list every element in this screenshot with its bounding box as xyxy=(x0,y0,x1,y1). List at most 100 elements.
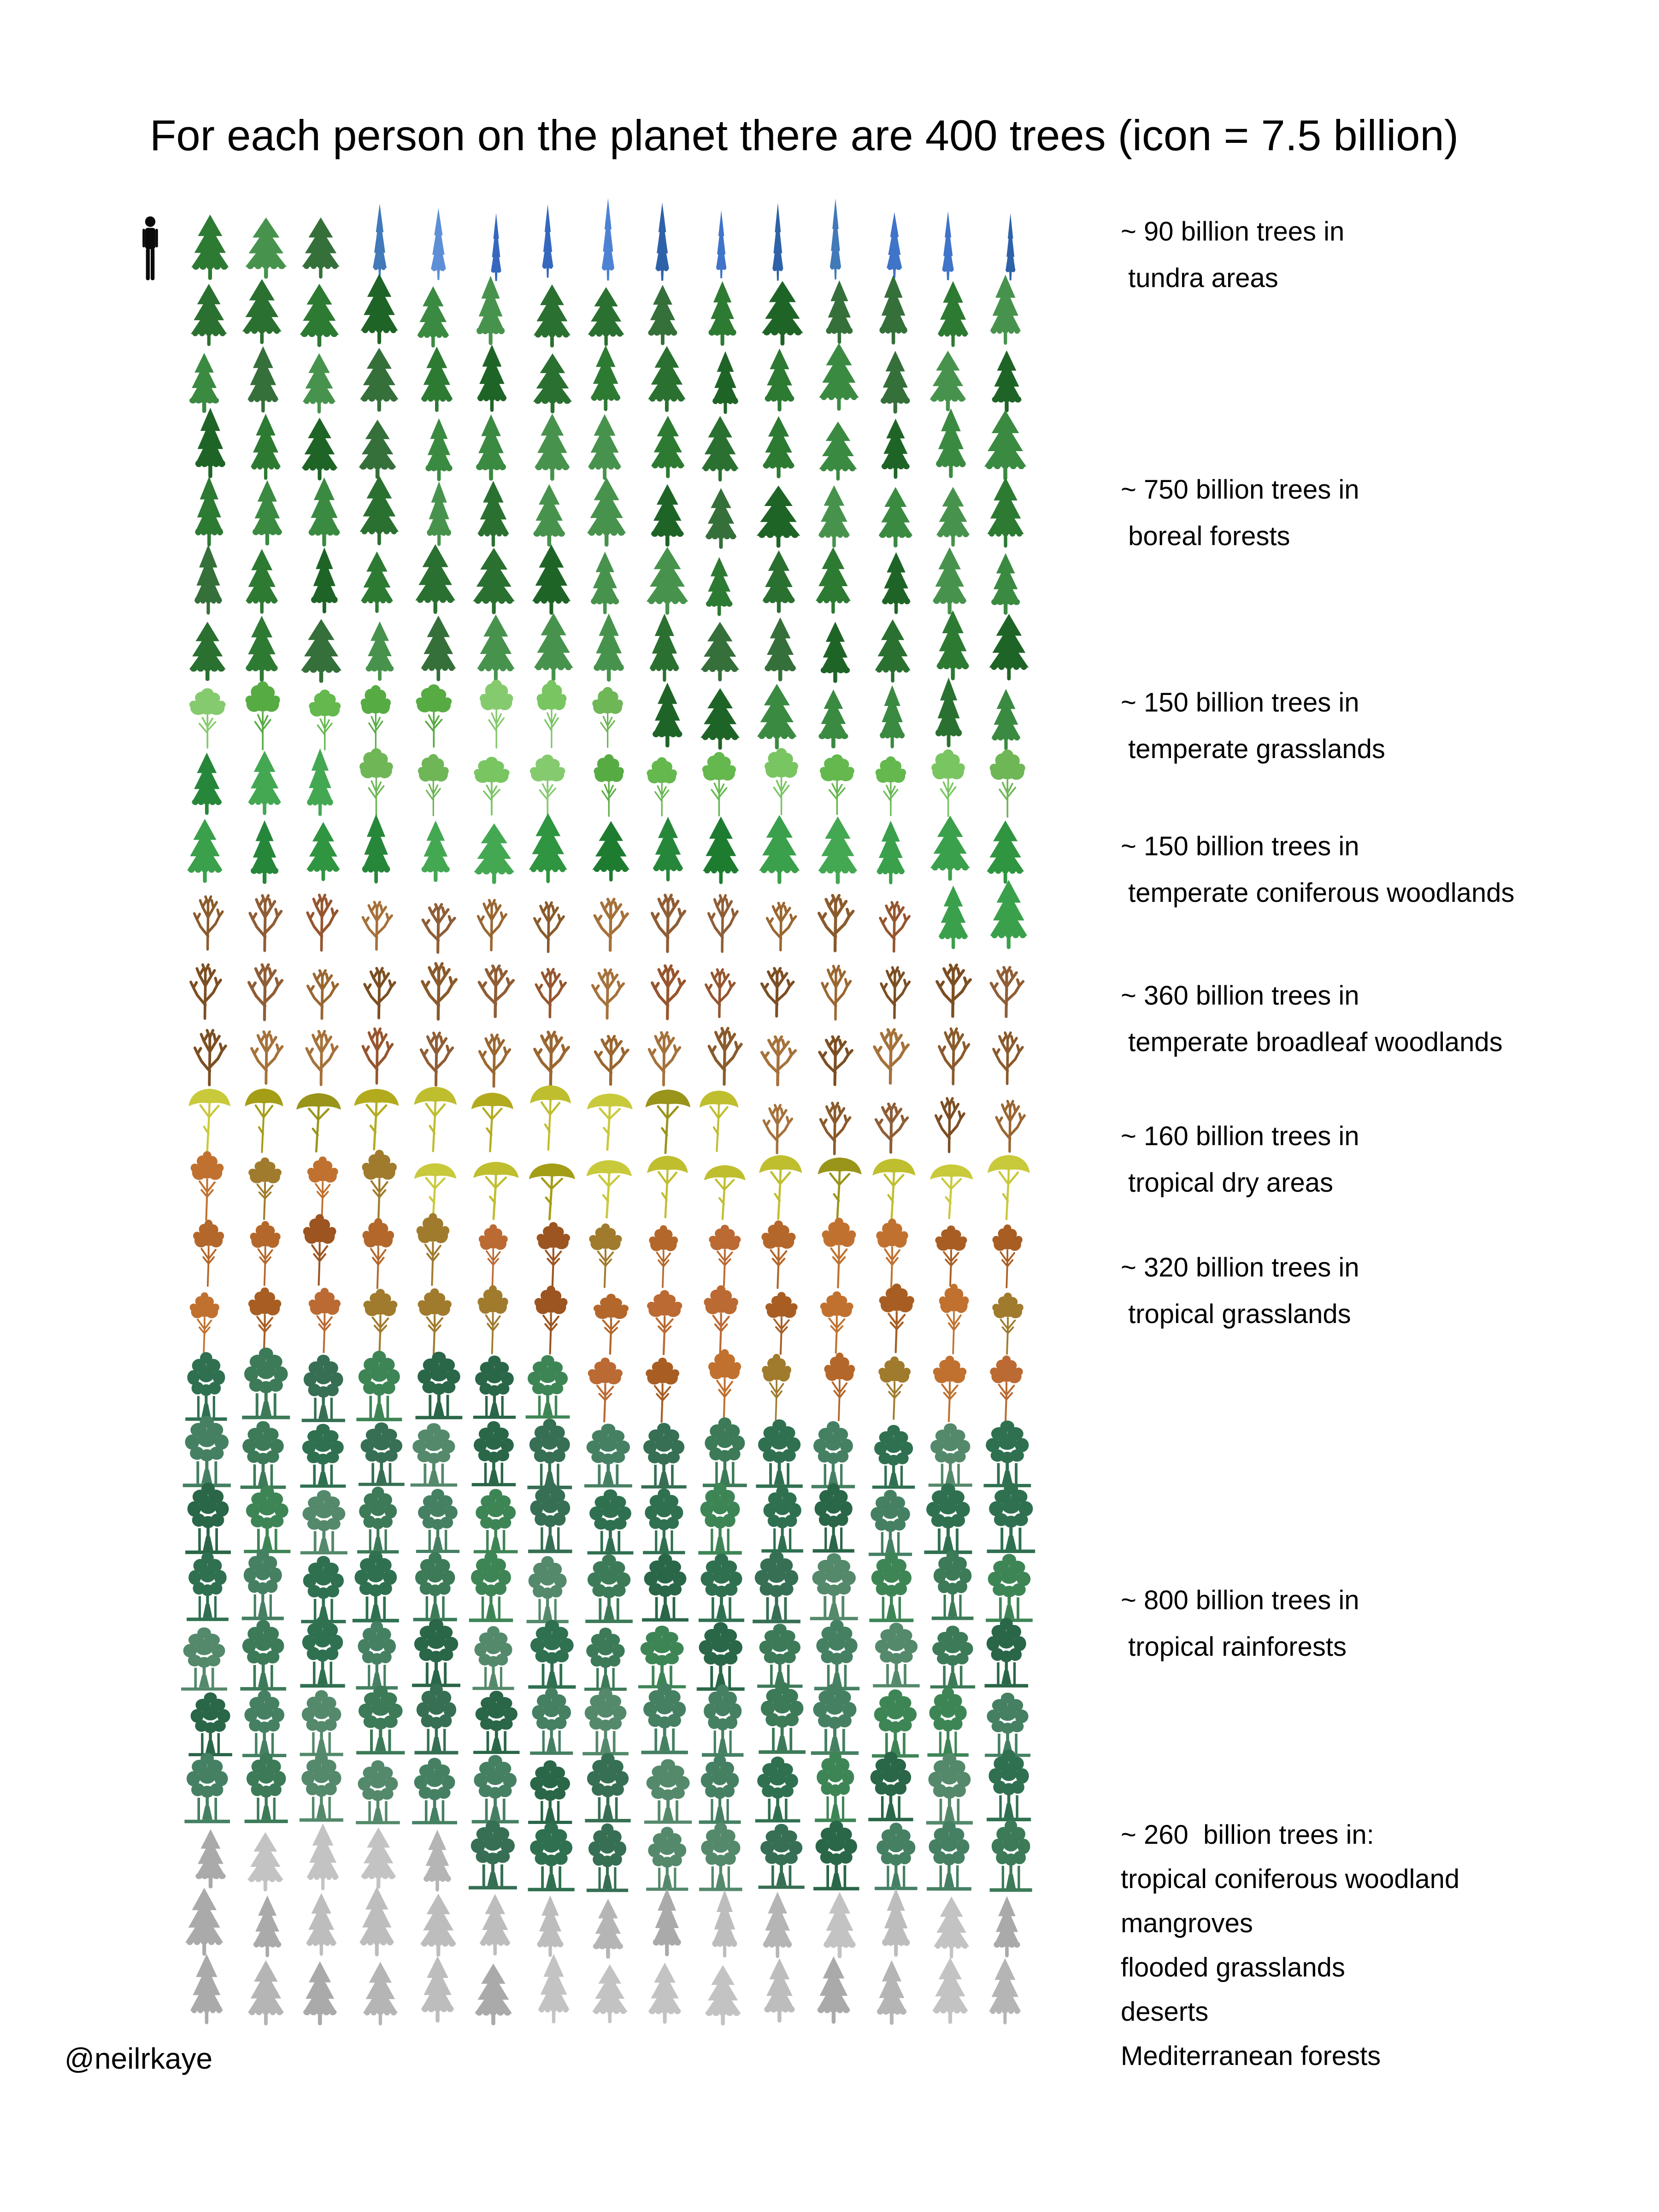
tree-icon-tropical-rainforests xyxy=(808,1751,865,1824)
tree-icon-temperate-broadleaf-woodlands xyxy=(636,948,694,1020)
tree-icon-tropical-rainforests xyxy=(522,1686,579,1756)
tree-icon-tropical-grasslands xyxy=(751,1283,808,1355)
tree-icon-tropical-grasslands xyxy=(522,1283,579,1355)
tree-icon-boreal-forests xyxy=(407,478,465,548)
tree-icon-boreal-forests xyxy=(751,411,808,481)
tree-icon-boreal-forests xyxy=(579,343,636,413)
tree-icon-temperate-broadleaf-woodlands xyxy=(236,1015,293,1085)
tree-icon-boreal-forests xyxy=(350,545,407,615)
tree-icon-tropical-grasslands xyxy=(407,1212,465,1287)
tree-icon-tropical-rainforests xyxy=(465,1753,522,1824)
biome-label-line: ~ 150 billion trees in xyxy=(1121,831,1359,861)
tree-icon-boreal-forests xyxy=(465,343,522,413)
tree-icon-boreal-forests xyxy=(694,276,751,347)
tree-icon-other-biomes xyxy=(694,1888,751,1958)
tree-icon-other-biomes xyxy=(236,1821,293,1892)
tree-icon-boreal-forests xyxy=(979,545,1036,615)
tree-icon-boreal-forests xyxy=(236,343,293,413)
tree-icon-tropical-rainforests xyxy=(865,1552,922,1622)
biome-label-line: temperate grasslands xyxy=(1121,734,1385,764)
tree-icon-temperate-broadleaf-woodlands xyxy=(407,1015,465,1087)
tree-icon-tundra xyxy=(579,198,636,281)
tree-icon-tropical-rainforests xyxy=(694,1684,751,1757)
tree-icon-tropical-rainforests xyxy=(350,1485,407,1555)
tree-icon-temperate-coniferous-woodlands xyxy=(179,747,236,817)
tree-icon-temperate-broadleaf-woodlands xyxy=(579,881,636,952)
tree-icon-tropical-rainforests xyxy=(236,1485,293,1555)
biome-label-line: ~ 800 billion trees in xyxy=(1121,1585,1359,1615)
tree-icon-temperate-broadleaf-woodlands xyxy=(465,1015,522,1088)
tree-icon-temperate-coniferous-woodlands xyxy=(694,813,751,884)
tree-icon-other-biomes xyxy=(465,1888,522,1958)
tree-icon-boreal-forests xyxy=(579,612,636,682)
tree-icon-tropical-grasslands xyxy=(350,1283,407,1355)
tree-icon-tundra xyxy=(465,209,522,281)
tree-icon-tropical-dry-areas xyxy=(522,1082,579,1152)
tree-icon-tropical-grasslands xyxy=(751,1351,808,1421)
tree-icon-temperate-broadleaf-woodlands xyxy=(293,881,350,952)
tree-icon-temperate-coniferous-woodlands xyxy=(407,813,465,883)
tree-icon-boreal-forests xyxy=(922,276,979,347)
tree-icon-tropical-rainforests xyxy=(465,1485,522,1555)
tree-icon-temperate-broadleaf-woodlands xyxy=(407,948,465,1021)
tree-icon-temperate-grasslands xyxy=(808,747,865,817)
tree-icon-tropical-grasslands xyxy=(522,1217,579,1288)
tree-icon-boreal-forests xyxy=(350,612,407,682)
tree-icon-temperate-broadleaf-woodlands xyxy=(865,1082,922,1154)
tree-icon-temperate-coniferous-woodlands xyxy=(236,813,293,884)
tree-icon-tropical-dry-areas xyxy=(350,1082,407,1152)
tree-icon-boreal-forests xyxy=(636,276,694,347)
biome-label-line: flooded grasslands xyxy=(1121,1953,1345,1983)
tree-icon-tropical-rainforests xyxy=(751,1418,808,1488)
tree-icon-tropical-rainforests xyxy=(579,1619,636,1691)
tree-icon-boreal-forests xyxy=(350,343,407,413)
tree-icon-other-biomes xyxy=(236,1888,293,1958)
tree-icon-tropical-rainforests xyxy=(865,1821,922,1891)
tree-icon-tropical-grasslands xyxy=(694,1283,751,1356)
tree-icon-other-biomes xyxy=(350,1886,407,1958)
tree-icon-boreal-forests xyxy=(865,274,922,347)
tree-icon-tropical-rainforests xyxy=(694,1552,751,1622)
tree-icon-boreal-forests xyxy=(579,477,636,548)
tree-icon-other-biomes xyxy=(808,1955,865,2025)
tree-icon-tropical-rainforests xyxy=(236,1549,293,1622)
tree-icon-tropical-rainforests xyxy=(579,1821,636,1892)
tree-icon-tropical-rainforests xyxy=(922,1483,979,1555)
tree-icon-tropical-rainforests xyxy=(293,1351,350,1422)
tree-icon-tundra xyxy=(350,203,407,280)
tree-icon-other-biomes xyxy=(636,1888,694,1958)
tree-icon-tropical-grasslands xyxy=(236,1149,293,1220)
tree-icon-tropical-rainforests xyxy=(293,1616,350,1689)
tree-icon-other-biomes xyxy=(293,1955,350,2026)
tree-icon-tundra xyxy=(636,202,694,281)
tree-icon-tropical-rainforests xyxy=(922,1418,979,1488)
tree-icon-tropical-rainforests xyxy=(293,1418,350,1488)
tree-icon-tropical-rainforests xyxy=(236,1418,293,1489)
tree-icon-temperate-coniferous-woodlands xyxy=(636,813,694,883)
tree-icon-tropical-dry-areas xyxy=(407,1082,465,1153)
tree-icon-boreal-forests xyxy=(751,612,808,682)
tree-icon-temperate-broadleaf-woodlands xyxy=(979,1082,1036,1153)
tree-icon-boreal-forests xyxy=(922,677,979,749)
tree-icon-temperate-broadleaf-woodlands xyxy=(751,1082,808,1154)
tree-icon-tropical-rainforests xyxy=(179,1483,236,1555)
biome-label-line: ~ 360 billion trees in xyxy=(1121,981,1359,1011)
tree-icon-temperate-grasslands xyxy=(465,679,522,749)
tree-icon-other-biomes xyxy=(465,1955,522,2026)
tree-icon-temperate-broadleaf-woodlands xyxy=(293,948,350,1020)
biome-label-temperate-coniferous-woodlands: ~ 150 billion trees in temperate conifer… xyxy=(1121,823,1514,916)
tree-icon-tropical-rainforests xyxy=(465,1686,522,1756)
tree-icon-temperate-grasslands xyxy=(751,747,808,817)
tree-icon-boreal-forests xyxy=(465,612,522,682)
tree-icon-temperate-grasslands xyxy=(922,747,979,817)
tree-icon-tropical-rainforests xyxy=(579,1485,636,1555)
tree-icon-tropical-grasslands xyxy=(808,1351,865,1421)
tree-icon-tundra xyxy=(865,209,922,279)
tree-icon-tropical-rainforests xyxy=(179,1753,236,1824)
tree-icon-temperate-grasslands xyxy=(579,747,636,817)
tree-icon-boreal-forests xyxy=(865,478,922,548)
tree-icon-tropical-rainforests xyxy=(636,1753,694,1824)
tree-icon-boreal-forests xyxy=(579,411,636,481)
tree-icon-tropical-rainforests xyxy=(751,1485,808,1555)
